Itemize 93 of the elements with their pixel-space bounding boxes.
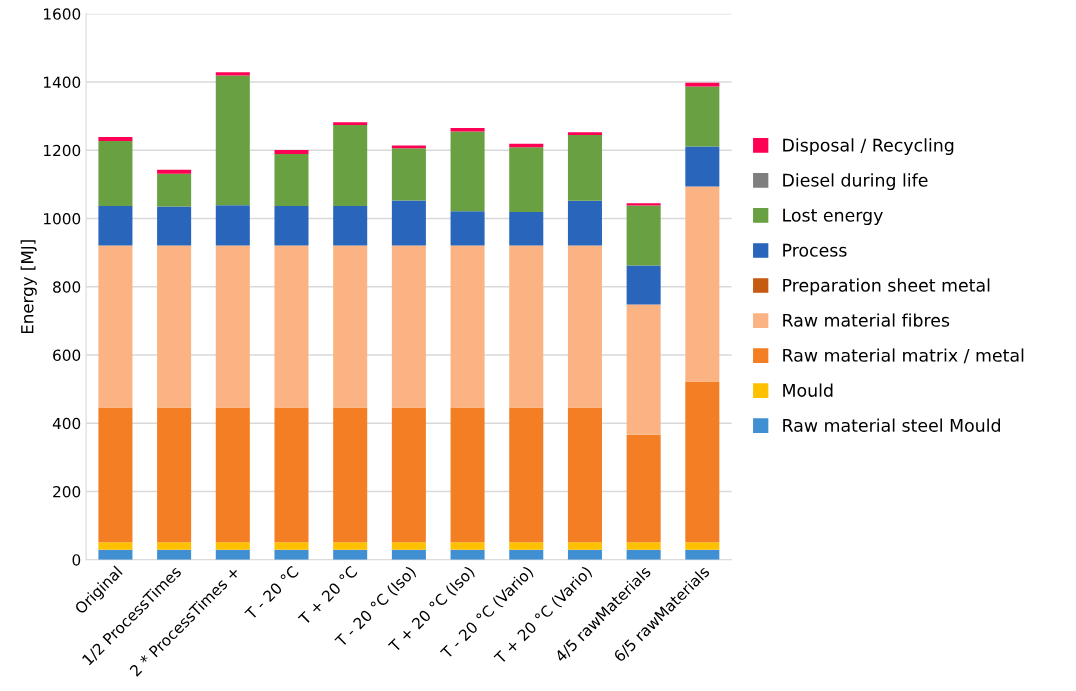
bar bbox=[157, 542, 192, 550]
bar bbox=[274, 407, 309, 543]
bar bbox=[391, 549, 426, 560]
bar bbox=[333, 549, 368, 560]
bar bbox=[98, 245, 133, 408]
bar bbox=[450, 131, 485, 212]
bar bbox=[450, 245, 485, 408]
bar bbox=[98, 407, 133, 543]
bar bbox=[215, 549, 250, 560]
bar bbox=[274, 549, 309, 560]
bar bbox=[567, 200, 602, 246]
y-tick-label: 200 bbox=[53, 485, 81, 498]
bar bbox=[98, 205, 133, 246]
bar bbox=[391, 200, 426, 246]
bar bbox=[333, 407, 368, 543]
legend-label: Process bbox=[783, 243, 847, 257]
bar bbox=[685, 86, 720, 147]
y-tick-label: 1000 bbox=[44, 212, 81, 225]
bar bbox=[98, 549, 133, 560]
bar bbox=[626, 549, 661, 560]
bar bbox=[274, 205, 309, 246]
bar bbox=[450, 549, 485, 560]
bar bbox=[567, 132, 602, 135]
bar bbox=[450, 211, 485, 246]
y-axis-title: Energy [MJ] bbox=[20, 240, 37, 334]
legend-label: Lost energy bbox=[783, 208, 883, 226]
bar bbox=[215, 542, 250, 550]
legend-label: Raw material matrix / metal bbox=[783, 348, 1024, 364]
bar bbox=[157, 407, 192, 543]
bar bbox=[391, 148, 426, 201]
bar bbox=[157, 169, 192, 174]
legend-label: Mould bbox=[783, 383, 833, 397]
bar bbox=[567, 407, 602, 543]
bar bbox=[567, 245, 602, 408]
bar bbox=[567, 134, 602, 201]
bar bbox=[391, 245, 426, 408]
bar bbox=[333, 205, 368, 246]
bar bbox=[274, 154, 309, 206]
y-tick-label: 800 bbox=[53, 281, 81, 293]
bar bbox=[685, 146, 720, 187]
bar bbox=[685, 542, 720, 550]
bar bbox=[509, 407, 544, 543]
legend-label: Preparation sheet metal bbox=[783, 278, 990, 296]
bar bbox=[98, 542, 133, 550]
bar bbox=[685, 381, 720, 543]
bar bbox=[685, 549, 720, 560]
bar bbox=[626, 203, 661, 206]
bar bbox=[626, 542, 661, 550]
legend-label: Diesel during life bbox=[783, 173, 928, 191]
y-tick-label: 1400 bbox=[44, 76, 81, 89]
legend-label: Raw material fibres bbox=[783, 313, 950, 327]
y-tick-label: 1200 bbox=[44, 144, 81, 157]
legend-label: Raw material steel Mould bbox=[783, 418, 1000, 432]
bar bbox=[274, 245, 309, 408]
bar bbox=[626, 265, 661, 305]
bar bbox=[333, 245, 368, 408]
bar bbox=[333, 542, 368, 550]
bar bbox=[215, 407, 250, 543]
bar bbox=[215, 72, 250, 76]
bar bbox=[215, 75, 250, 206]
bar bbox=[391, 407, 426, 543]
bar bbox=[685, 186, 720, 382]
bar bbox=[98, 141, 133, 206]
bar bbox=[450, 542, 485, 550]
bar bbox=[274, 542, 309, 550]
bar bbox=[157, 549, 192, 560]
bar bbox=[509, 245, 544, 408]
bar bbox=[157, 173, 192, 207]
bar bbox=[626, 434, 661, 543]
bar bbox=[274, 149, 309, 155]
bar bbox=[567, 542, 602, 550]
bar bbox=[509, 549, 544, 560]
bar bbox=[450, 128, 485, 132]
bar bbox=[626, 304, 661, 435]
y-tick-label: 1600 bbox=[44, 8, 81, 20]
bar bbox=[333, 122, 368, 126]
bar bbox=[450, 407, 485, 543]
bar bbox=[333, 125, 368, 206]
bar bbox=[215, 205, 250, 246]
bar bbox=[626, 205, 661, 266]
bar bbox=[391, 542, 426, 550]
bar bbox=[98, 136, 133, 142]
bar bbox=[509, 542, 544, 550]
legend-label: Disposal / Recycling bbox=[783, 138, 954, 156]
bar bbox=[157, 206, 192, 246]
bar bbox=[157, 245, 192, 408]
y-tick-label: 400 bbox=[52, 417, 81, 430]
bar bbox=[509, 147, 544, 213]
y-tick-label: 600 bbox=[53, 349, 81, 362]
bar bbox=[567, 549, 602, 560]
bar bbox=[215, 245, 250, 408]
bar bbox=[509, 212, 544, 246]
y-tick-label: 0 bbox=[72, 554, 81, 566]
